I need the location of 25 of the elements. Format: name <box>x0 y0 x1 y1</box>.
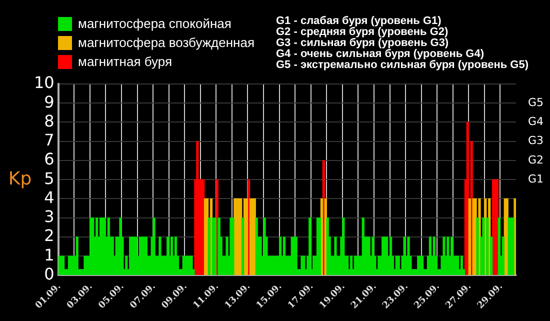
y-tick-label: 4 <box>44 188 54 207</box>
y-tick-label: 2 <box>44 226 54 246</box>
text: G2 - средняя буря (уровень G2) <box>276 26 450 38</box>
y-tick-label: 1 <box>44 245 54 264</box>
y-tick-label: 10 <box>34 73 54 92</box>
text: G1 - слабая буря (уровень G1) <box>276 15 442 27</box>
y-tick-label: 8 <box>44 111 54 130</box>
legend-label: магнитосфера возбужденная <box>78 35 254 50</box>
text: G3 <box>528 134 544 148</box>
y-tick-label: 6 <box>44 150 54 169</box>
y-tick-label: 0 <box>44 264 54 284</box>
text: G3 - сильная буря (уровень G3) <box>276 37 450 49</box>
y-tick-label: 5 <box>44 168 54 188</box>
text: G5 <box>528 96 544 109</box>
y-axis-title: Kp <box>8 168 32 190</box>
legend-label: магнитосфера спокойная <box>78 16 232 31</box>
y-tick-label: 7 <box>44 130 54 150</box>
text: G2 <box>528 153 544 166</box>
text: G4 - очень сильная буря (уровень G4) <box>276 48 486 60</box>
text: G4 <box>528 115 544 128</box>
text: G1 <box>528 172 544 186</box>
legend-label: магнитная буря <box>78 54 172 69</box>
y-tick-label: 3 <box>44 207 54 226</box>
text: G5 - экстремально сильная буря (уровень G5) <box>276 59 529 71</box>
y-tick-label: 9 <box>44 92 54 112</box>
